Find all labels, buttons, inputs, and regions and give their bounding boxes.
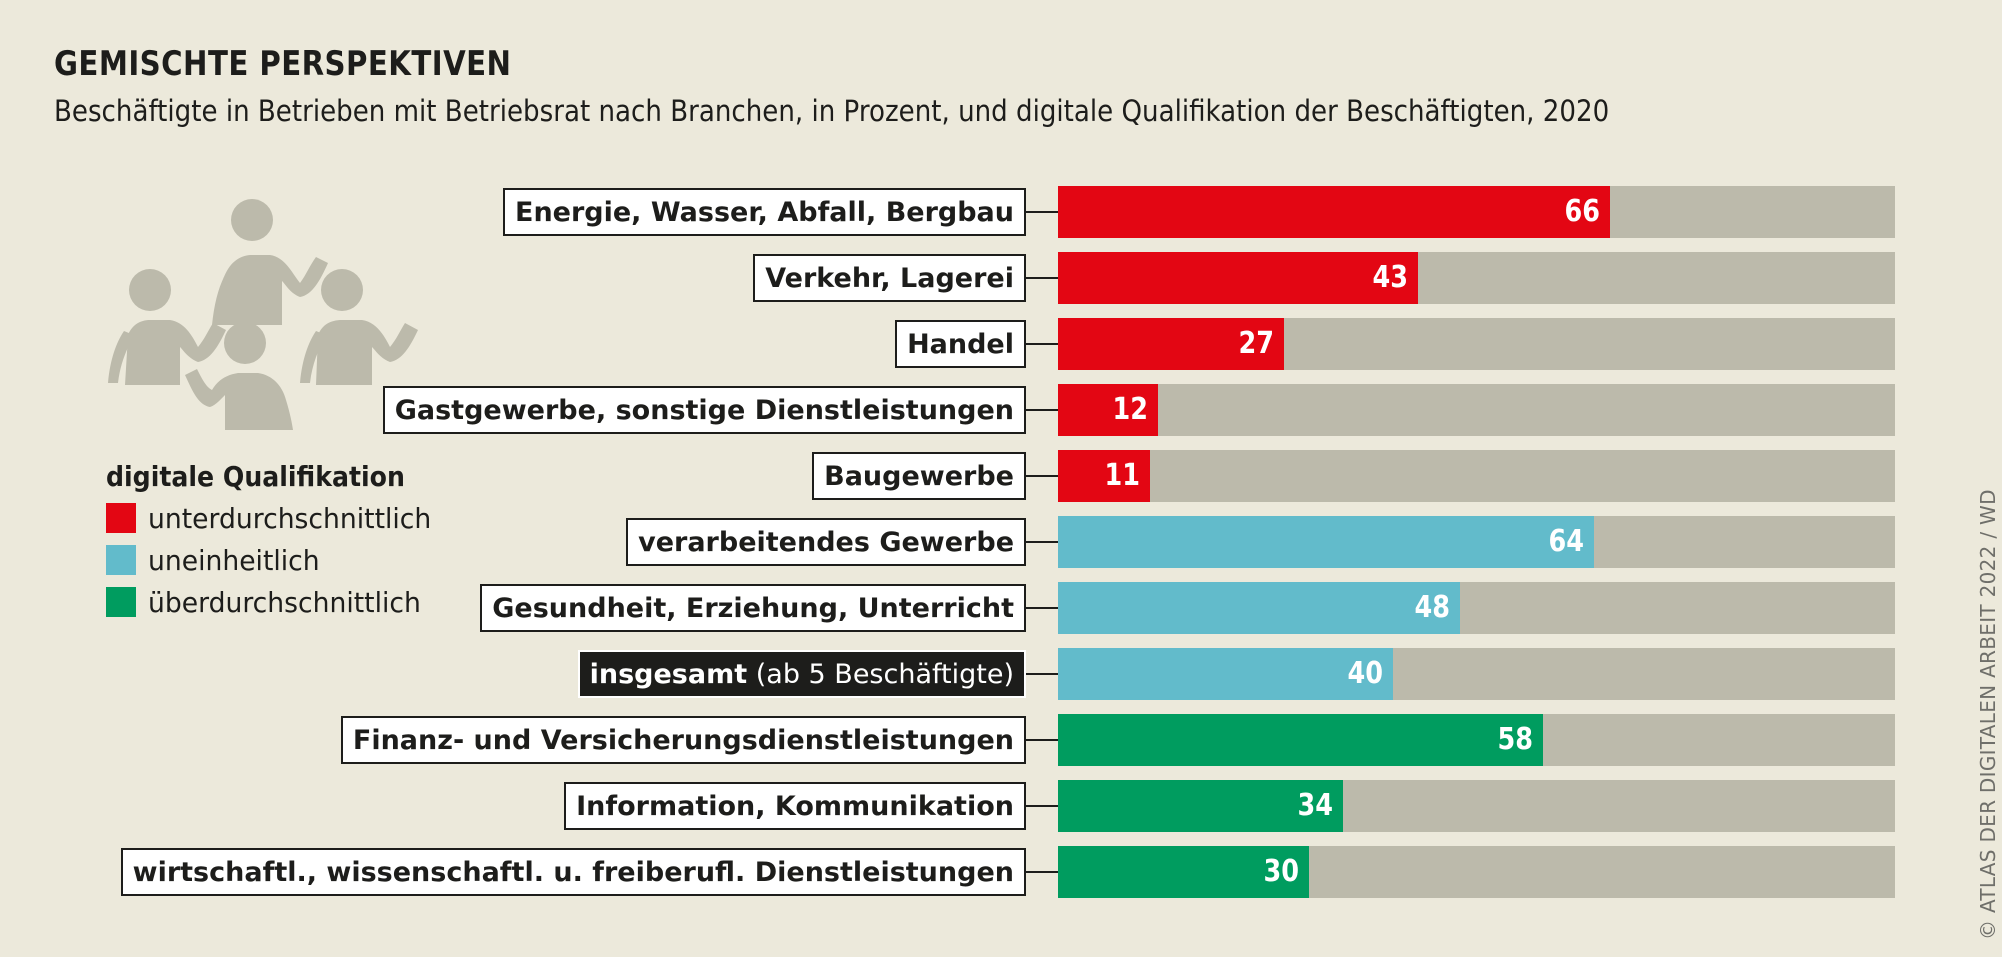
- bar: [1058, 714, 1544, 766]
- category-label: Gesundheit, Erziehung, Unterricht: [480, 584, 1026, 632]
- category-label: Verkehr, Lagerei: [753, 254, 1026, 302]
- category-label: wirtschaftl., wissenschaftl. u. freiberu…: [120, 848, 1026, 896]
- bar-value-label: 48: [1414, 590, 1450, 625]
- category-label-text: wirtschaftl., wissenschaftl. u. freiberu…: [132, 856, 1014, 888]
- label-connector-line: [1026, 673, 1058, 675]
- copyright-credit: © ATLAS DER DIGITALEN ARBEIT 2022 / WD: [1976, 489, 2000, 940]
- label-connector-line: [1026, 277, 1058, 279]
- label-connector-line: [1026, 607, 1058, 609]
- bar: [1058, 384, 1159, 436]
- category-label: insgesamt (ab 5 Beschäftigte): [577, 650, 1026, 698]
- bar-track: [1058, 384, 1895, 436]
- bar: [1058, 846, 1310, 898]
- legend: digitale Qualifikation unterdurchschnitt…: [106, 460, 446, 623]
- bar-value-label: 66: [1564, 194, 1601, 229]
- bar-value-label: 58: [1497, 722, 1534, 757]
- legend-item-ueberdurchschnittlich: überdurchschnittlich: [106, 581, 446, 623]
- label-connector-line: [1026, 871, 1058, 873]
- category-label-text: Handel: [907, 328, 1014, 360]
- bar: [1058, 648, 1393, 700]
- label-connector-line: [1026, 805, 1058, 807]
- bar-value-label: 64: [1548, 524, 1584, 559]
- bar: [1058, 516, 1594, 568]
- bar-value-label: 43: [1372, 260, 1408, 295]
- category-label: Baugewerbe: [812, 452, 1026, 500]
- label-connector-line: [1026, 541, 1058, 543]
- label-connector-line: [1026, 211, 1058, 213]
- category-label-text: Information, Kommunikation: [576, 790, 1014, 822]
- category-label: Finanz- und Versicherungsdienstleistunge…: [340, 716, 1026, 764]
- label-connector-line: [1026, 409, 1058, 411]
- legend-item-uneinheitlich: uneinheitlich: [106, 539, 446, 581]
- category-label-text: Gastgewerbe, sonstige Dienstleistungen: [394, 394, 1014, 426]
- bar-value-label: 40: [1347, 656, 1383, 691]
- category-label: Gastgewerbe, sonstige Dienstleistungen: [382, 386, 1026, 434]
- legend-label: unterdurchschnittlich: [148, 501, 432, 535]
- category-label-text: Verkehr, Lagerei: [765, 262, 1014, 294]
- chart-subtitle: Beschäftigte in Betrieben mit Betriebsra…: [54, 94, 1610, 128]
- label-connector-line: [1026, 343, 1058, 345]
- bar: [1058, 186, 1611, 238]
- category-label-text: Energie, Wasser, Abfall, Bergbau: [515, 196, 1014, 228]
- legend-title: digitale Qualifikation: [106, 460, 405, 493]
- category-label-text: Gesundheit, Erziehung, Unterricht: [492, 592, 1014, 624]
- category-label-text: insgesamt: [589, 658, 748, 690]
- category-label: verarbeitendes Gewerbe: [626, 518, 1026, 566]
- legend-label: überdurchschnittlich: [148, 585, 421, 619]
- bar: [1058, 582, 1460, 634]
- legend-item-unterdurchschnittlich: unterdurchschnittlich: [106, 497, 446, 539]
- category-label-text: Baugewerbe: [824, 460, 1014, 492]
- category-label-text: Finanz- und Versicherungsdienstleistunge…: [352, 724, 1014, 756]
- people-group-icon: [108, 199, 418, 430]
- bar: [1058, 318, 1284, 370]
- bar-value-label: 27: [1238, 326, 1274, 361]
- category-label: Information, Kommunikation: [564, 782, 1026, 830]
- category-label: Energie, Wasser, Abfall, Bergbau: [503, 188, 1026, 236]
- category-label-suffix: (ab 5 Beschäftigte): [747, 658, 1014, 690]
- legend-swatch-blue: [106, 545, 136, 575]
- bar-value-label: 12: [1112, 392, 1149, 427]
- legend-label: uneinheitlich: [148, 543, 320, 577]
- label-connector-line: [1026, 739, 1058, 741]
- label-connector-line: [1026, 475, 1058, 477]
- chart-title: GEMISCHTE PERSPEKTIVEN: [54, 44, 512, 84]
- bar: [1058, 780, 1343, 832]
- bar-value-label: 34: [1297, 788, 1333, 823]
- bar: [1058, 450, 1151, 502]
- bar: [1058, 252, 1418, 304]
- legend-swatch-red: [106, 503, 136, 533]
- bar-track: [1058, 450, 1895, 502]
- legend-swatch-green: [106, 587, 136, 617]
- category-label: Handel: [895, 320, 1026, 368]
- bar-value-label: 11: [1104, 458, 1141, 493]
- bar-value-label: 30: [1263, 854, 1300, 889]
- category-label-text: verarbeitendes Gewerbe: [638, 526, 1014, 558]
